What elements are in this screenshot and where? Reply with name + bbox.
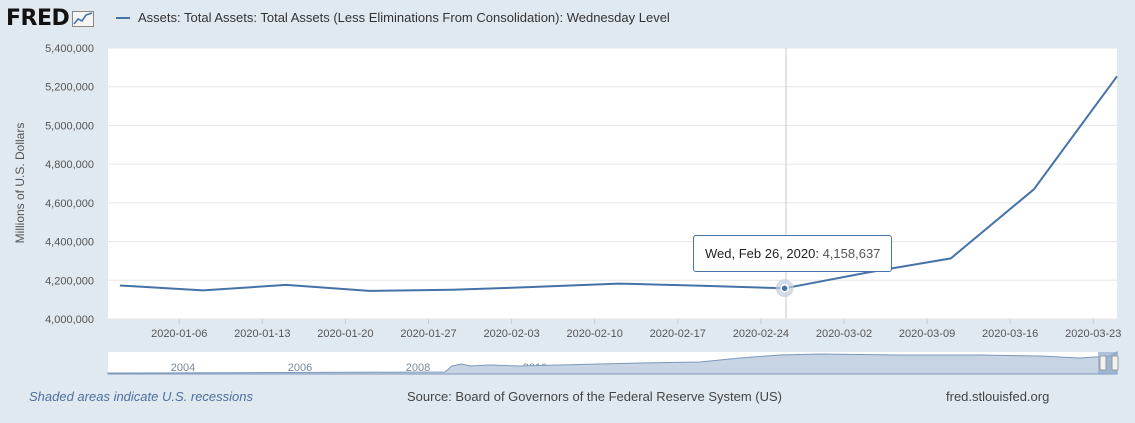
series-group (119, 75, 1118, 298)
x-tick-label: 2020-01-06 (151, 328, 207, 340)
x-tick-label: 2020-02-24 (733, 328, 789, 340)
series-line[interactable] (119, 75, 1118, 292)
fred-logo[interactable]: FRED (6, 6, 95, 31)
tooltip-date: Wed, Feb 26, 2020: (705, 246, 819, 261)
gridlines (108, 47, 1117, 320)
x-tick-label: 2020-02-10 (567, 328, 623, 340)
legend-label: Assets: Total Assets: Total Assets (Less… (138, 10, 670, 25)
x-tick-label: 2020-02-17 (650, 328, 706, 340)
y-tick-label: 4,800,000 (45, 159, 94, 171)
navigator-right-handle[interactable] (1111, 355, 1119, 371)
recession-note: Shaded areas indicate U.S. recessions (29, 389, 254, 404)
chart-line-icon (72, 10, 95, 27)
y-tick-label: 5,200,000 (45, 82, 94, 94)
y-tick-label: 4,400,000 (45, 237, 94, 249)
y-tick-label: 5,400,000 (45, 43, 94, 55)
x-tick-label: 2020-03-09 (899, 328, 955, 340)
chart-legend[interactable]: Assets: Total Assets: Total Assets (Less… (116, 10, 670, 25)
x-tick-label: 2020-01-20 (317, 328, 373, 340)
navigator-year-label: 2004 (171, 362, 195, 374)
navigator-year-label: 2006 (288, 362, 312, 374)
x-tick-label: 2020-03-23 (1065, 328, 1121, 340)
y-tick-label: 4,600,000 (45, 198, 94, 210)
y-axis-label: Millions of U.S. Dollars (13, 123, 27, 244)
footer: Shaded areas indicate U.S. recessions So… (0, 389, 1135, 409)
tooltip: Wed, Feb 26, 2020: 4,158,637 (693, 235, 893, 272)
logo-wordmark: FRED (6, 6, 70, 31)
x-tick-label: 2020-03-02 (816, 328, 872, 340)
x-tick-label: 2020-03-16 (982, 328, 1038, 340)
legend-swatch (116, 16, 130, 19)
source-text: Source: Board of Governors of the Federa… (407, 389, 782, 404)
plot-area (108, 48, 1117, 319)
highlight-point[interactable] (780, 284, 789, 293)
y-axis: 4,000,000 4,200,000 4,400,000 4,600,000 4,80… (45, 43, 94, 326)
y-tick-label: 5,000,000 (45, 120, 94, 132)
navigator-year-label: 2008 (406, 362, 430, 374)
tooltip-value: 4,158,637 (822, 246, 881, 261)
y-tick-label: 4,200,000 (45, 275, 94, 287)
x-axis: 2020-01-06 2020-01-13 2020-01-20 2020-01-27… (151, 319, 1121, 340)
navigator-left-handle[interactable] (1099, 355, 1107, 371)
x-tick-label: 2020-01-13 (234, 328, 290, 340)
site-link[interactable]: fred.stlouisfed.org (946, 389, 1050, 404)
y-tick-label: 4,000,000 (45, 314, 94, 326)
x-tick-label: 2020-01-27 (400, 328, 456, 340)
x-tick-label: 2020-02-03 (483, 328, 539, 340)
